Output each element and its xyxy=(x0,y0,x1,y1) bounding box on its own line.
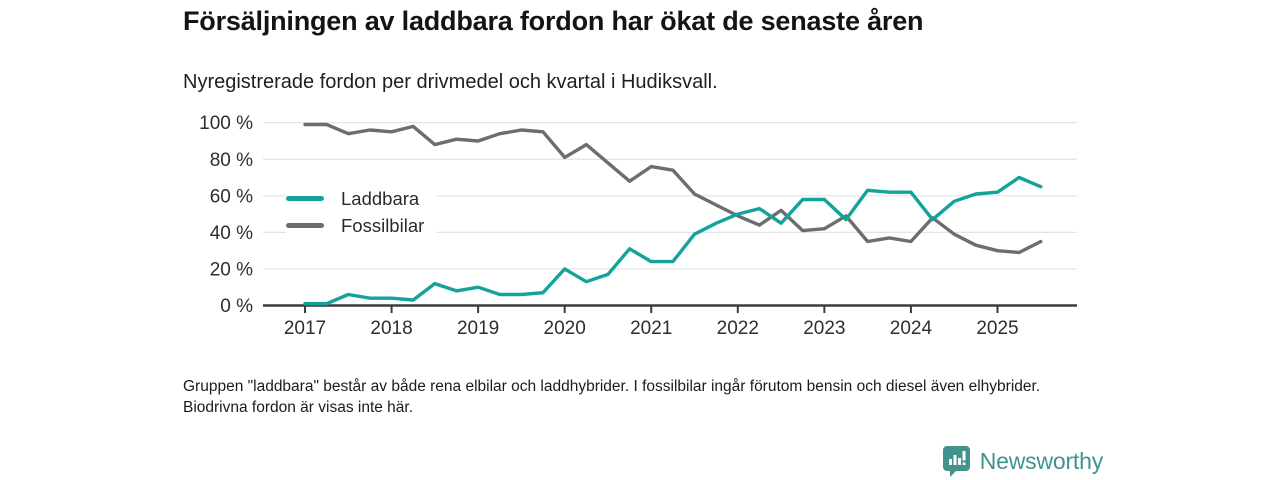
y-tick-label: 100 % xyxy=(199,113,253,134)
x-tick-label: 2020 xyxy=(544,318,586,339)
y-tick-label: 0 % xyxy=(220,296,253,317)
x-tick-label: 2021 xyxy=(630,318,672,339)
y-tick-label: 60 % xyxy=(210,186,253,207)
legend-label: Laddbara xyxy=(339,187,422,210)
logo-wordmark: Newsworthy xyxy=(979,447,1103,474)
x-tick-label: 2023 xyxy=(803,318,845,339)
newsworthy-logo: Newsworthy xyxy=(942,445,1103,477)
legend-item-laddbara: Laddbara xyxy=(286,185,426,212)
y-tick-label: 40 % xyxy=(210,223,253,244)
chart-x-axis: 2017 2018 2019 2020 2021 2022 2023 2024 2025 xyxy=(284,305,1019,339)
chart-footnote: Gruppen "laddbara" består av både rena e… xyxy=(183,378,1041,416)
fossilbilar-line xyxy=(303,122,1043,255)
chart-y-axis-labels: 0 % 20 % 40 % 60 % 80 % 100 % xyxy=(199,113,253,317)
legend-item-fossilbilar: Fossilbilar xyxy=(286,212,427,239)
laddbara-line xyxy=(303,175,1043,306)
page-title: Försäljningen av laddbara fordon har öka… xyxy=(183,6,924,36)
x-tick-label: 2019 xyxy=(457,318,499,339)
x-tick-label: 2022 xyxy=(717,318,759,339)
legend-label: Fossilbilar xyxy=(339,214,427,237)
y-tick-label: 80 % xyxy=(210,150,253,171)
bar-chart-speech-bubble-icon xyxy=(942,446,970,477)
chart-legend: Laddbara Fossilbilar xyxy=(286,185,437,239)
x-tick-label: 2025 xyxy=(976,318,1018,339)
page-subtitle: Nyregistrerade fordon per drivmedel och … xyxy=(183,71,718,93)
y-tick-label: 20 % xyxy=(210,259,253,280)
x-tick-label: 2017 xyxy=(284,318,326,339)
laddbara-swatch xyxy=(286,196,324,201)
x-tick-label: 2018 xyxy=(370,318,412,339)
line-chart: 0 % 20 % 40 % 60 % 80 % 100 % 2017 2018 2019 202… xyxy=(199,113,1077,339)
fossilbilar-swatch xyxy=(286,223,324,228)
x-tick-label: 2024 xyxy=(890,318,933,339)
